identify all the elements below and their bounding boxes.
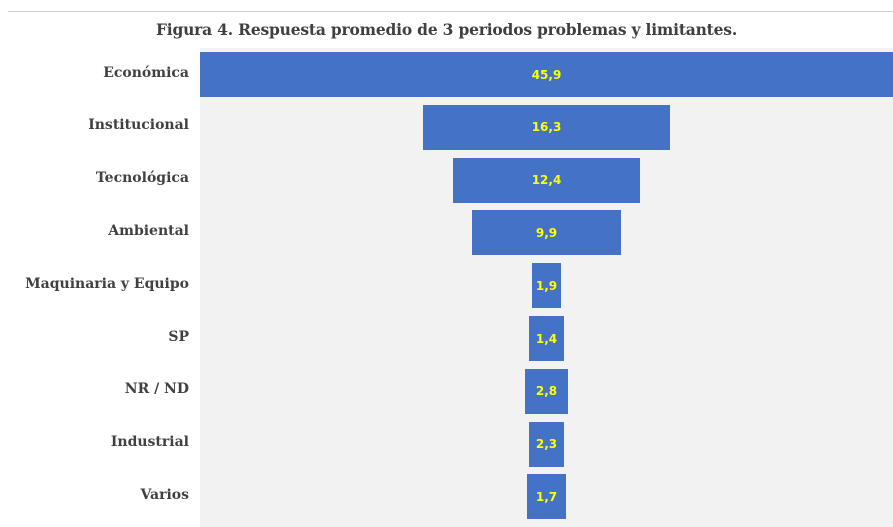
bar-nr-nd — [525, 368, 568, 414]
data-label-sp: 1,4 — [535, 331, 558, 346]
category-label-tecnologica: Tecnológica — [95, 170, 189, 187]
bar-industrial — [529, 421, 564, 467]
category-label-nr-nd: NR / ND — [124, 381, 189, 398]
bar-ambiental — [471, 210, 622, 256]
category-label-ambiental: Ambiental — [108, 222, 189, 239]
bar-maquinaria-y-equipo — [532, 263, 561, 309]
data-label-varios: 1,7 — [535, 489, 558, 504]
bar-varios — [526, 474, 567, 520]
bar-sp — [528, 316, 565, 361]
data-label-industrial: 2,3 — [535, 437, 558, 452]
category-label-institucional: Institucional — [88, 117, 189, 134]
category-label-varios: Varios — [140, 486, 189, 503]
chart-title: Figura 4. Respuesta promedio de 3 period… — [155, 20, 738, 39]
data-label-tecnologica: 12,4 — [531, 173, 562, 188]
category-label-industrial: Industrial — [110, 434, 189, 451]
data-label-nr-nd: 2,8 — [535, 384, 558, 399]
data-label-institucional: 16,3 — [531, 120, 562, 135]
bar-tecnologica — [452, 157, 641, 203]
top-border-line — [8, 11, 893, 12]
bar-economica — [200, 52, 893, 97]
category-label-sp: SP — [168, 328, 189, 345]
data-label-maquinaria-y-equipo: 1,9 — [535, 278, 558, 293]
category-label-maquinaria-y-equipo: Maquinaria y Equipo — [25, 275, 189, 292]
data-label-ambiental: 9,9 — [535, 225, 558, 240]
data-label-economica: 45,9 — [531, 67, 562, 82]
category-label-economica: Económica — [103, 64, 189, 81]
bar-institucional — [423, 104, 670, 150]
